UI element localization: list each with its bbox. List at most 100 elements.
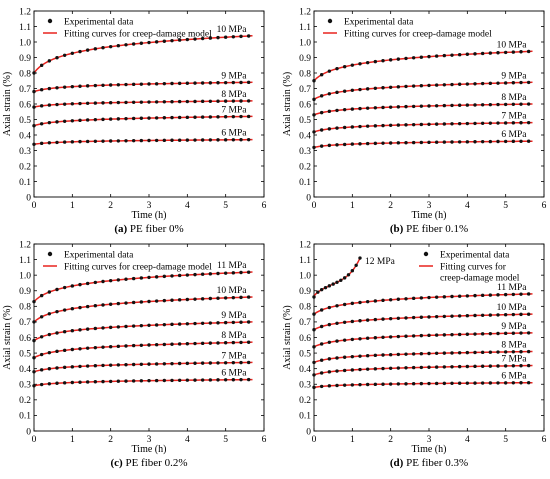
data-point [231, 99, 236, 103]
data-point [177, 378, 182, 382]
data-point [223, 115, 228, 119]
data-point [457, 381, 462, 385]
data-point [231, 138, 236, 142]
data-point [131, 82, 136, 87]
y-tick-label: 0 [26, 427, 31, 437]
data-point [185, 115, 190, 120]
x-tick-label: 3 [427, 435, 432, 445]
data-point [162, 378, 167, 383]
y-axis-label: Axial strain (%) [2, 305, 13, 369]
data-point [526, 49, 531, 54]
data-point [32, 105, 36, 109]
data-point [147, 138, 151, 143]
x-tick-label: 3 [427, 201, 432, 211]
data-point [319, 128, 324, 132]
data-point [32, 370, 36, 374]
data-point [419, 333, 424, 338]
data-point [124, 139, 128, 143]
data-point [327, 384, 332, 388]
y-tick-label: 0.7 [299, 85, 311, 95]
data-point [47, 332, 52, 337]
data-point [519, 139, 523, 143]
data-point [185, 342, 190, 346]
data-point [131, 379, 136, 383]
data-point [434, 333, 439, 337]
data-point [246, 137, 251, 142]
data-point [488, 139, 493, 144]
data-point [335, 321, 339, 326]
data-point [404, 382, 408, 386]
data-point [39, 104, 44, 108]
data-point [312, 328, 316, 332]
data-point [411, 352, 416, 356]
data-point [457, 332, 462, 337]
data-point [526, 120, 531, 125]
chart-panel-3: 0 0.1 0.2 0.3 0.4 0.5 0.6 0.7 0.8 0.9 1.0 1.1 1.2 0 1 2… [2, 240, 267, 469]
data-point [101, 83, 105, 87]
data-point [488, 121, 493, 125]
data-point [147, 379, 151, 383]
data-point [381, 105, 385, 110]
data-point [465, 294, 470, 298]
chart-panel-1: 0 0.1 0.2 0.3 0.4 0.5 0.6 0.7 0.8 0.9 1.0 1.1 1.2 0 1 2… [2, 7, 267, 235]
data-point [116, 117, 121, 121]
data-point [39, 352, 44, 357]
data-point [177, 81, 182, 86]
data-point [139, 343, 144, 347]
series-10-mpa: 10 MPa [32, 25, 253, 75]
data-point [231, 80, 236, 85]
series-8-mpa: 8 MPa [32, 90, 253, 109]
data-point [200, 115, 205, 119]
series-10-mpa: 10 MPa [312, 303, 533, 332]
data-point [116, 100, 121, 105]
data-point [93, 117, 98, 122]
y-tick-label: 1.1 [299, 256, 311, 266]
data-point [239, 295, 243, 300]
data-point [170, 81, 174, 86]
data-point [319, 384, 324, 389]
data-point [116, 278, 121, 282]
data-point [62, 53, 67, 57]
pressure-label: 6 MPa [221, 129, 247, 139]
legend-marker-icon [327, 18, 333, 24]
data-point [32, 71, 36, 75]
data-point [312, 79, 316, 83]
legend-marker-icon [47, 251, 53, 257]
data-point [55, 56, 59, 60]
data-point [39, 63, 44, 68]
y-tick-label: 0.6 [19, 334, 31, 344]
data-point [62, 348, 67, 353]
data-point [327, 127, 332, 131]
x-tick-label: 5 [223, 435, 228, 445]
data-point [480, 293, 485, 298]
data-point [39, 315, 44, 319]
data-point [85, 118, 90, 122]
data-point [335, 339, 339, 343]
data-point [78, 347, 82, 351]
y-tick-label: 0.2 [19, 162, 31, 172]
data-point [170, 100, 174, 104]
legend-entry-fitting: Fitting curves for creep-damage model [64, 29, 212, 40]
data-point [419, 381, 424, 386]
y-tick-label: 1.1 [19, 23, 31, 33]
data-point [139, 116, 144, 120]
data-point [216, 296, 220, 300]
series-9-mpa: 9 MPa [32, 311, 253, 343]
data-point [154, 275, 159, 279]
y-tick-label: 0.4 [299, 131, 311, 141]
data-point [450, 351, 454, 355]
data-point [32, 320, 36, 324]
data-point [312, 345, 316, 349]
series-7-mpa: 7 MPa [32, 105, 253, 128]
data-point [139, 100, 144, 104]
y-tick-label: 0.9 [299, 54, 311, 64]
x-tick-label: 6 [542, 435, 547, 445]
data-point [177, 361, 182, 366]
data-point [503, 350, 508, 354]
y-tick-label: 0.3 [299, 381, 311, 391]
data-point [365, 124, 370, 128]
data-point [480, 350, 485, 355]
data-point [327, 322, 332, 327]
